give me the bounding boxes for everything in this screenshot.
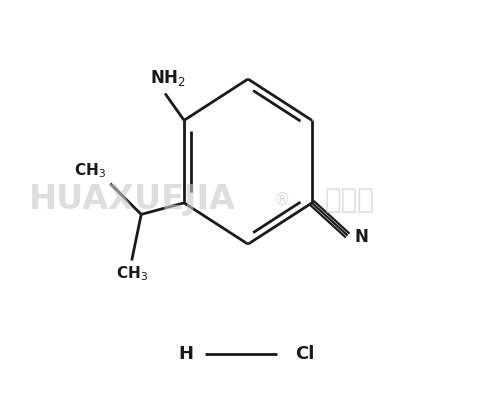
Text: CH$_3$: CH$_3$: [116, 264, 148, 283]
Text: CH$_3$: CH$_3$: [73, 161, 106, 180]
Text: NH$_2$: NH$_2$: [149, 68, 186, 88]
Text: Cl: Cl: [296, 344, 315, 362]
Text: ®: ®: [274, 191, 291, 209]
Text: H: H: [179, 344, 193, 362]
Text: HUAXUEJIA: HUAXUEJIA: [29, 184, 236, 216]
Text: 化学加: 化学加: [324, 186, 374, 214]
Text: N: N: [355, 228, 369, 246]
